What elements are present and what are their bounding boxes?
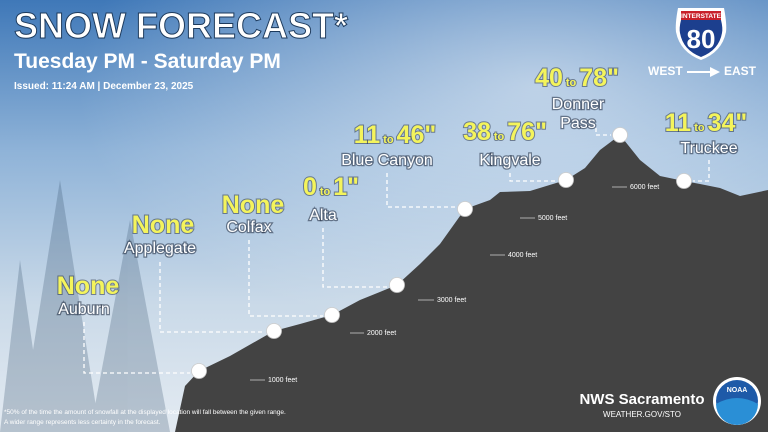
location-dot xyxy=(676,173,692,189)
location-dot xyxy=(266,323,282,339)
location-name: Kingvale xyxy=(479,152,540,169)
forecast-to: to xyxy=(383,134,394,146)
location-name: Auburn xyxy=(58,301,110,318)
forecast: None xyxy=(132,211,195,239)
location-name: Applegate xyxy=(124,240,196,257)
sign-number: 80 xyxy=(687,24,716,54)
leader-line xyxy=(386,173,456,208)
forecast-low: 38 xyxy=(463,118,491,146)
forecast-high: 76" xyxy=(507,118,547,146)
location-dot xyxy=(389,277,405,293)
forecast: 11 to 34" xyxy=(665,109,748,137)
leader-line xyxy=(509,173,557,182)
elevation-label: 3000 feet xyxy=(437,297,466,304)
forecast-low: 11 xyxy=(665,109,692,137)
location-name: Donner xyxy=(552,96,605,113)
leader-line xyxy=(322,228,388,288)
west: WEST xyxy=(648,64,683,78)
sign-top: INTERSTATE xyxy=(681,13,722,20)
location-dot xyxy=(457,201,473,217)
logo-text: NOAA xyxy=(727,387,748,394)
interstate-sign: INTERSTATE 80 WEST EAST xyxy=(648,8,757,78)
forecast: 11 to 46" xyxy=(354,121,437,149)
forecast-high: 34" xyxy=(708,109,748,137)
forecast-to: to xyxy=(494,131,505,143)
forecast: 38 to 76" xyxy=(463,118,547,146)
office: NWS Sacramento xyxy=(579,391,704,408)
mountain xyxy=(175,135,768,432)
location-name: Colfax xyxy=(226,219,271,236)
footnote: *50% of the time the amount of snowfall … xyxy=(4,409,286,416)
location-name: Alta xyxy=(309,207,337,224)
forecast-to: to xyxy=(566,77,577,89)
location-dot xyxy=(191,363,207,379)
forecast: None xyxy=(222,191,285,219)
forecast-high: 1" xyxy=(333,173,359,201)
forecast-to: to xyxy=(694,122,705,134)
issued: Issued: 11:24 AM | December 23, 2025 xyxy=(14,81,194,92)
location-name: Pass xyxy=(560,115,596,132)
location-dot xyxy=(324,307,340,323)
elevation-label: 1000 feet xyxy=(268,377,297,384)
elevation-label: 4000 feet xyxy=(508,252,537,259)
subtitle: Tuesday PM - Saturday PM xyxy=(14,50,281,73)
leader-line xyxy=(693,160,710,182)
elevation-label: 5000 feet xyxy=(538,215,567,222)
location-dot xyxy=(612,127,628,143)
forecast: 0 to 1" xyxy=(303,173,359,201)
location-name: Truckee xyxy=(680,140,737,157)
title: SNOW FORECAST* xyxy=(14,5,348,46)
trees xyxy=(0,180,170,432)
east: EAST xyxy=(724,64,757,78)
forecast-low: 11 xyxy=(354,121,381,149)
location-dot xyxy=(558,172,574,188)
footnote: A wider range represents less certainty … xyxy=(4,419,161,426)
elevation-label: 2000 feet xyxy=(367,330,396,337)
noaa-logo: NOAA xyxy=(713,377,761,425)
location-name: Blue Canyon xyxy=(341,152,433,169)
website: WEATHER.GOV/STO xyxy=(603,410,681,419)
forecast-low: 40 xyxy=(535,64,563,92)
forecast: 40 to 78" xyxy=(535,64,619,92)
forecast-to: to xyxy=(320,186,331,198)
elevation-label: 6000 feet xyxy=(630,184,659,191)
leader-line xyxy=(159,262,265,333)
forecast-high: 78" xyxy=(579,64,619,92)
leader-line xyxy=(83,322,190,374)
forecast-high: 46" xyxy=(397,121,437,149)
forecast-low: 0 xyxy=(303,173,317,201)
leader-line xyxy=(595,128,611,136)
forecast: None xyxy=(57,272,120,300)
